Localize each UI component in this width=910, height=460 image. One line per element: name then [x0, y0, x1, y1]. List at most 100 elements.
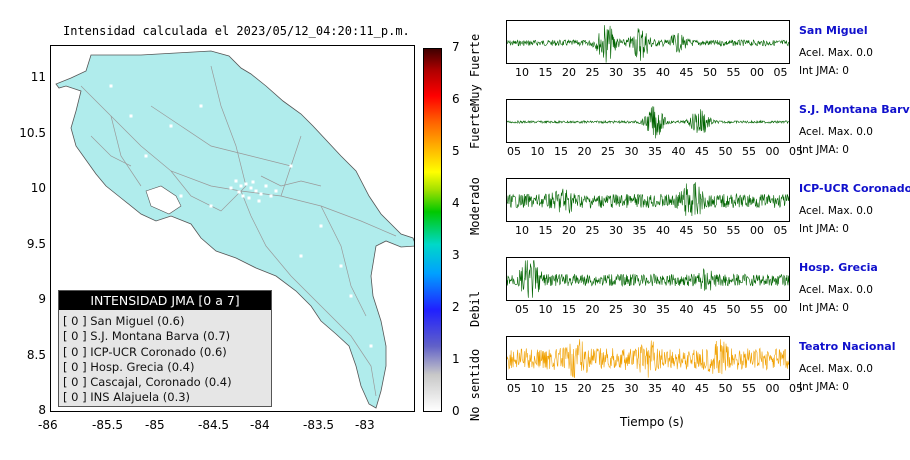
waveform-line — [507, 339, 789, 378]
map-x-tick: -85.5 — [92, 418, 124, 432]
waveform-trace — [507, 260, 789, 298]
waveform-time-tick: 20 — [585, 303, 600, 316]
waveform-time-tick: 45 — [679, 66, 694, 79]
road-network — [80, 65, 397, 397]
road-line — [170, 170, 247, 212]
intensity-legend: INTENSIDAD JMA [0 a 7] [ 0 ] San Miguel … — [58, 290, 272, 407]
waveform-time-tick: 20 — [577, 382, 592, 395]
map-y-tick: 9.5 — [26, 237, 46, 251]
costa-rica-landmass — [55, 50, 414, 409]
waveform-time-tick: 10 — [530, 145, 545, 158]
station-marker — [264, 184, 268, 188]
legend-entry: [ 0 ] ICP-UCR Coronado (0.6) — [63, 344, 227, 359]
station-acel-max: Acel. Max. 0.0 — [799, 126, 873, 138]
map-title: Intensidad calculada el 2023/05/12_04:20… — [63, 24, 410, 38]
nicoya-gulf — [145, 185, 182, 215]
legend-entry: [ 0 ] INS Alajuela (0.3) — [63, 390, 191, 405]
station-marker — [144, 154, 148, 158]
waveform-time-tick: 00 — [750, 224, 764, 237]
station-name: S.J. Montana Barva — [799, 103, 910, 116]
map-x-tick: -86 — [38, 418, 58, 432]
legend-title: INTENSIDAD JMA [0 a 7] — [59, 291, 271, 310]
colorbar-tick: 7 — [452, 40, 460, 54]
waveform-time-tick: 50 — [703, 66, 717, 79]
road-line — [90, 135, 132, 167]
time-axis-label: Tiempo (s) — [620, 415, 684, 429]
colorbar-tick: 4 — [452, 196, 460, 210]
waveform-time-tick: 55 — [750, 303, 764, 316]
waveform-time-tick: 30 — [609, 224, 623, 237]
waveform-time-tick: 10 — [538, 303, 553, 316]
waveform-panel — [506, 99, 790, 143]
station-markers — [109, 84, 383, 348]
waveform-time-tick: 15 — [562, 303, 576, 316]
station-marker — [169, 124, 173, 128]
station-marker — [229, 186, 233, 190]
station-name: San Miguel — [799, 24, 868, 37]
waveform-time-tick: 40 — [679, 303, 694, 316]
waveform-time-tick: 50 — [718, 145, 733, 158]
road-line — [260, 175, 322, 187]
waveform-time-tick: 05 — [773, 66, 788, 79]
colorbar-label: No sentido — [468, 348, 482, 421]
station-marker — [299, 254, 303, 258]
waveform-time-tick: 35 — [648, 382, 662, 395]
waveform-time-tick: 05 — [507, 145, 521, 158]
waveform-time-tick: 40 — [671, 145, 686, 158]
map-y-tick: 11 — [30, 70, 46, 84]
map-canvas — [55, 50, 414, 409]
road-line — [320, 205, 367, 317]
station-marker — [274, 189, 278, 193]
station-acel-max: Acel. Max. 0.0 — [799, 363, 873, 375]
station-marker — [379, 244, 383, 248]
station-marker — [179, 194, 183, 198]
waveform-line — [507, 106, 789, 139]
waveform-trace — [507, 182, 789, 217]
waveform-panel — [506, 257, 790, 301]
station-int-jma: Int JMA: 0 — [799, 302, 849, 314]
legend-entries: [ 0 ] San Miguel (0.6)[ 0 ] S.J. Montana… — [59, 310, 271, 406]
waveform-time-tick: 45 — [695, 145, 709, 158]
station-acel-max: Acel. Max. 0.0 — [799, 47, 873, 59]
station-acel-max: Acel. Max. 0.0 — [799, 205, 873, 217]
waveform-time-tick: 55 — [726, 224, 741, 237]
road-line — [150, 105, 292, 167]
road-line — [110, 115, 142, 187]
station-int-jma: Int JMA: 0 — [799, 65, 849, 77]
waveform-time-tick: 25 — [601, 382, 615, 395]
waveform-panel — [506, 336, 790, 380]
station-acel-max: Acel. Max. 0.0 — [799, 284, 873, 296]
waveform-time-tick: 50 — [718, 382, 733, 395]
waveform-trace — [507, 339, 789, 378]
waveform-time-tick: 10 — [530, 382, 545, 395]
station-marker — [239, 184, 243, 188]
colorbar-tick: 0 — [452, 404, 460, 418]
waveform-line — [507, 182, 789, 217]
map-x-tick: -83 — [355, 418, 375, 432]
waveform-line — [507, 25, 789, 63]
waveform-time-tick: 45 — [703, 303, 717, 316]
station-marker — [249, 186, 253, 190]
map-y-tick: 9 — [38, 292, 46, 306]
waveform-time-tick: 20 — [562, 66, 576, 79]
waveform-time-tick: 55 — [742, 382, 756, 395]
waveform-trace — [507, 106, 789, 139]
waveform-time-tick: 35 — [648, 145, 662, 158]
waveform-time-tick: 00 — [773, 303, 788, 316]
station-marker — [269, 194, 273, 198]
colorbar-tick: 1 — [452, 352, 460, 366]
station-marker — [349, 294, 353, 298]
legend-entry: [ 0 ] S.J. Montana Barva (0.7) — [63, 329, 231, 344]
waveform-time-tick: 05 — [773, 224, 788, 237]
station-marker — [254, 189, 258, 193]
station-marker — [369, 344, 373, 348]
waveform-time-tick: 50 — [703, 224, 717, 237]
colorbar-label: Debil — [468, 290, 482, 327]
legend-entry: [ 0 ] Cascajal, Coronado (0.4) — [63, 375, 232, 390]
waveform-time-tick: 55 — [742, 145, 756, 158]
waveform-time-tick: 00 — [750, 66, 764, 79]
waveform-panel — [506, 20, 790, 64]
waveform-time-tick: 40 — [656, 66, 670, 79]
waveform-time-tick: 40 — [671, 382, 686, 395]
road-line — [80, 85, 397, 237]
